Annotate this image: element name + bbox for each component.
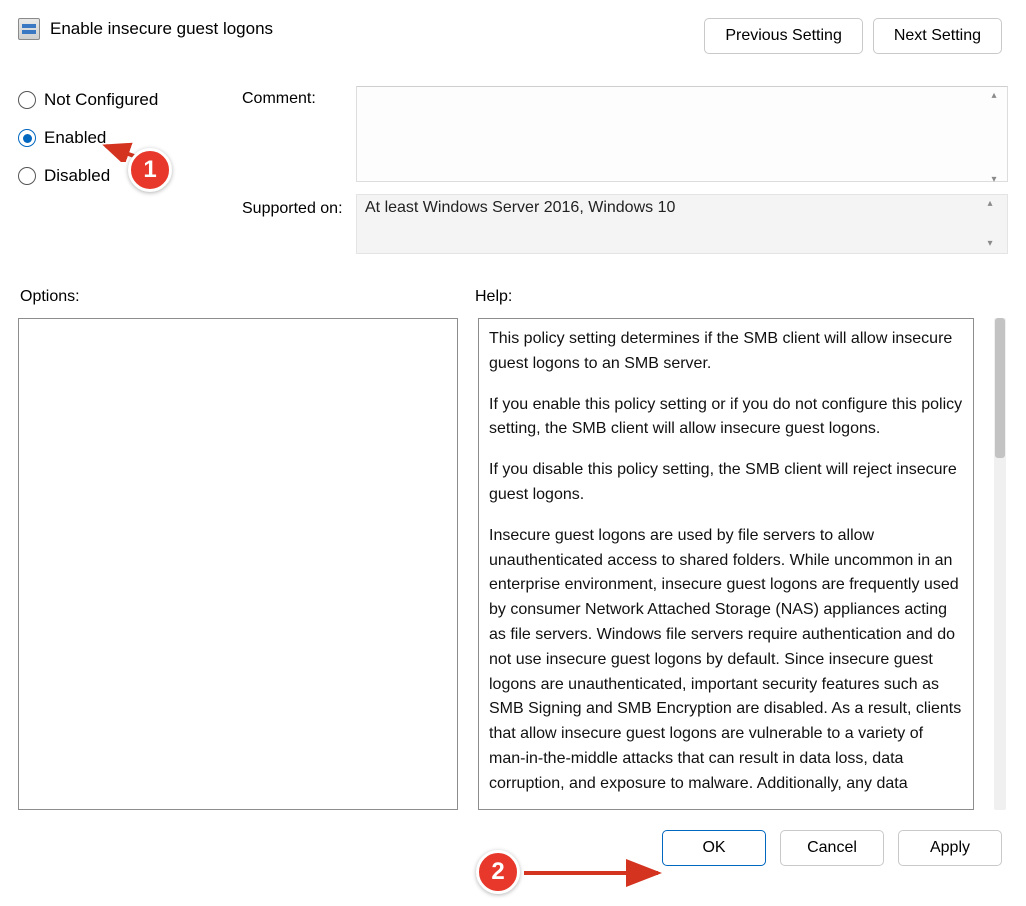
comment-field-wrap: ▴ ▾	[356, 86, 1008, 182]
supported-on-box: At least Windows Server 2016, Windows 10…	[356, 194, 1008, 254]
previous-setting-button[interactable]: Previous Setting	[704, 18, 863, 54]
supported-scroll-down-icon[interactable]: ▾	[981, 239, 999, 249]
help-paragraph: Insecure guest logons are used by file s…	[489, 524, 963, 797]
dialog-header: Enable insecure guest logons Previous Se…	[10, 10, 1016, 54]
comment-scroll-up-icon[interactable]: ▴	[985, 91, 1003, 101]
help-label: Help:	[475, 288, 1006, 306]
help-paragraph: This policy setting determines if the SM…	[489, 327, 963, 377]
policy-dialog: Enable insecure guest logons Previous Se…	[0, 0, 1026, 906]
next-setting-button[interactable]: Next Setting	[873, 18, 1002, 54]
apply-button[interactable]: Apply	[898, 830, 1002, 866]
radio-not-configured[interactable]: Not Configured	[18, 90, 238, 110]
annotation-badge-2: 2	[476, 850, 520, 894]
radio-enabled-icon	[18, 129, 36, 147]
supported-on-label: Supported on:	[242, 182, 352, 218]
supported-on-value: At least Windows Server 2016, Windows 10	[365, 199, 675, 217]
radio-enabled-label: Enabled	[44, 128, 106, 148]
scrollbar-thumb[interactable]	[995, 318, 1005, 458]
options-label: Options:	[20, 288, 475, 306]
radio-disabled-icon	[18, 167, 36, 185]
mid-labels: Options: Help:	[10, 288, 1016, 306]
radio-disabled-label: Disabled	[44, 166, 110, 186]
supported-on-field-wrap: At least Windows Server 2016, Windows 10…	[356, 182, 1008, 254]
policy-icon	[18, 18, 40, 40]
help-paragraph: If you disable this policy setting, the …	[489, 458, 963, 508]
radio-not-configured-icon	[18, 91, 36, 109]
panels-scrollbar[interactable]	[994, 318, 1006, 810]
ok-button[interactable]: OK	[662, 830, 766, 866]
panels-row: This policy setting determines if the SM…	[10, 306, 1016, 810]
annotation-badge-1: 1	[128, 148, 172, 192]
help-paragraph: If you enable this policy setting or if …	[489, 393, 963, 443]
dialog-title: Enable insecure guest logons	[50, 19, 273, 39]
comment-scroll-down-icon[interactable]: ▾	[985, 175, 1003, 185]
comment-textarea[interactable]: ▴ ▾	[356, 86, 1008, 182]
options-panel[interactable]	[18, 318, 458, 810]
dialog-title-wrap: Enable insecure guest logons	[18, 18, 273, 40]
comment-label: Comment:	[242, 86, 352, 108]
help-panel[interactable]: This policy setting determines if the SM…	[478, 318, 974, 810]
supported-scroll-up-icon[interactable]: ▴	[981, 199, 999, 209]
nav-buttons: Previous Setting Next Setting	[704, 18, 1002, 54]
radio-not-configured-label: Not Configured	[44, 90, 158, 110]
cancel-button[interactable]: Cancel	[780, 830, 884, 866]
radio-enabled[interactable]: Enabled	[18, 128, 238, 148]
